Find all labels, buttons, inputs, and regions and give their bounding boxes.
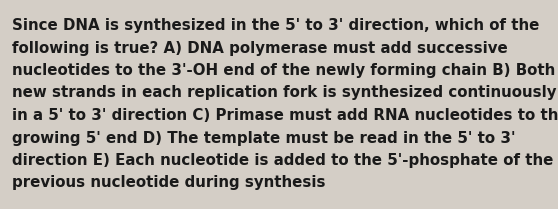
Text: previous nucleotide during synthesis: previous nucleotide during synthesis (12, 176, 326, 190)
Text: in a 5' to 3' direction C) Primase must add RNA nucleotides to the: in a 5' to 3' direction C) Primase must … (12, 108, 558, 123)
Text: direction E) Each nucleotide is added to the 5'-phosphate of the: direction E) Each nucleotide is added to… (12, 153, 554, 168)
Text: Since DNA is synthesized in the 5' to 3' direction, which of the: Since DNA is synthesized in the 5' to 3'… (12, 18, 540, 33)
Text: nucleotides to the 3'-OH end of the newly forming chain B) Both: nucleotides to the 3'-OH end of the newl… (12, 63, 556, 78)
Text: growing 5' end D) The template must be read in the 5' to 3': growing 5' end D) The template must be r… (12, 130, 516, 145)
Text: following is true? A) DNA polymerase must add successive: following is true? A) DNA polymerase mus… (12, 41, 508, 56)
Text: new strands in each replication fork is synthesized continuously: new strands in each replication fork is … (12, 85, 557, 101)
